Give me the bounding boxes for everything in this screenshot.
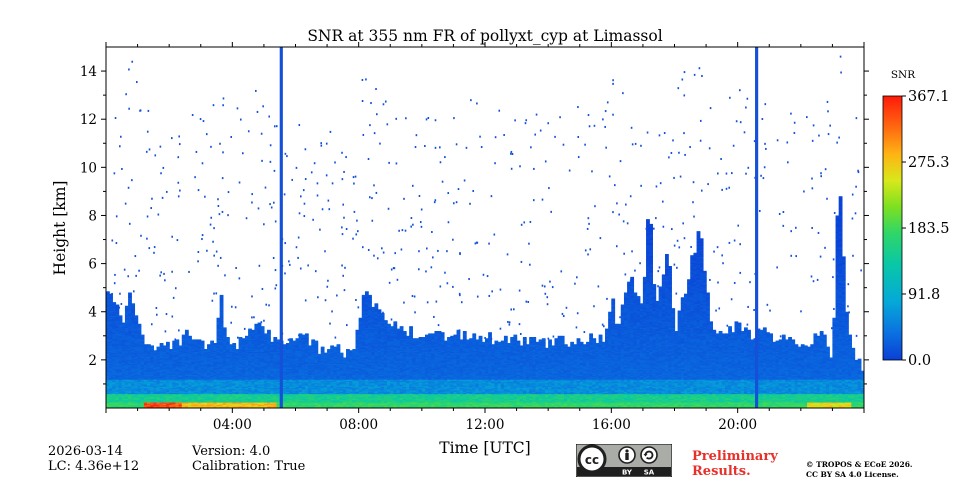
snr-cell [226,337,230,339]
snr-cell [106,291,110,293]
snr-cell [166,342,170,344]
snr-cell [289,338,293,340]
snr-cell [201,341,205,343]
snr-cell [267,330,271,332]
snr-cell [134,315,138,317]
snr-cell [115,305,119,307]
snr-cell [188,336,192,338]
snr-cell [232,343,236,345]
snr-cell [210,341,214,343]
snr-cell [150,345,154,347]
plot-area [106,47,866,409]
snr-cell [119,315,123,317]
snr-cell [185,330,189,332]
heatmap-cells [106,196,865,408]
snr-cell [261,326,265,328]
snr-cell [141,335,145,337]
snr-chart: SNR at 355 nm FR of pollyxt_cyp at Limas… [0,0,960,480]
snr-cell [131,303,135,305]
snr-cell [220,295,224,297]
snr-cell [314,341,318,343]
snr-cell [223,327,227,329]
snr-cell [160,343,164,345]
snr-cell [305,333,309,335]
snr-cell [175,339,179,341]
snr-cell [340,353,344,355]
snr-cell [273,337,277,339]
snr-cell [128,292,132,294]
snr-cell [337,344,341,346]
snr-cell [112,302,116,304]
snr-cell [138,324,142,326]
